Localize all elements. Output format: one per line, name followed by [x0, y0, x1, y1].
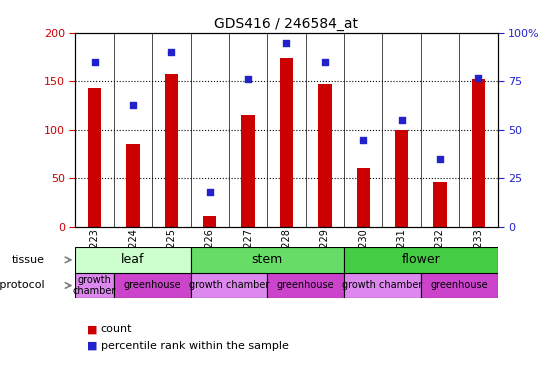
Bar [191, 247, 344, 273]
Point [205, 189, 214, 195]
Title: GDS416 / 246584_at: GDS416 / 246584_at [215, 16, 358, 30]
Text: greenhouse: greenhouse [124, 280, 181, 291]
Text: growth protocol: growth protocol [0, 280, 45, 291]
Point [435, 156, 444, 162]
Point [359, 137, 368, 142]
Text: ■: ■ [87, 341, 97, 351]
Point [397, 117, 406, 123]
Bar [357, 168, 370, 227]
Bar [75, 273, 114, 298]
Bar [344, 247, 498, 273]
Bar [280, 58, 293, 227]
Text: greenhouse: greenhouse [277, 280, 334, 291]
Text: greenhouse: greenhouse [430, 280, 488, 291]
Bar [114, 273, 191, 298]
Bar [126, 145, 140, 227]
Point [244, 76, 253, 82]
Point [90, 59, 99, 65]
Bar [344, 273, 421, 298]
Bar [472, 79, 485, 227]
Point [129, 102, 138, 108]
Text: percentile rank within the sample: percentile rank within the sample [101, 341, 288, 351]
Bar [421, 273, 498, 298]
Bar [395, 130, 408, 227]
Text: count: count [101, 324, 132, 335]
Bar [191, 273, 267, 298]
Bar [88, 88, 101, 227]
Bar [241, 115, 255, 227]
Bar [267, 273, 344, 298]
Text: growth
chamber: growth chamber [73, 274, 116, 296]
Point [167, 49, 176, 55]
Text: growth chamber: growth chamber [189, 280, 269, 291]
Point [474, 75, 483, 81]
Text: flower: flower [401, 253, 440, 266]
Text: growth chamber: growth chamber [342, 280, 423, 291]
Point [282, 40, 291, 45]
Text: tissue: tissue [12, 255, 45, 265]
Bar [75, 247, 191, 273]
Bar [165, 74, 178, 227]
Bar [433, 182, 447, 227]
Bar [318, 84, 331, 227]
Text: leaf: leaf [121, 253, 145, 266]
Text: stem: stem [252, 253, 283, 266]
Text: ■: ■ [87, 324, 97, 335]
Bar [203, 216, 216, 227]
Point [320, 59, 329, 65]
